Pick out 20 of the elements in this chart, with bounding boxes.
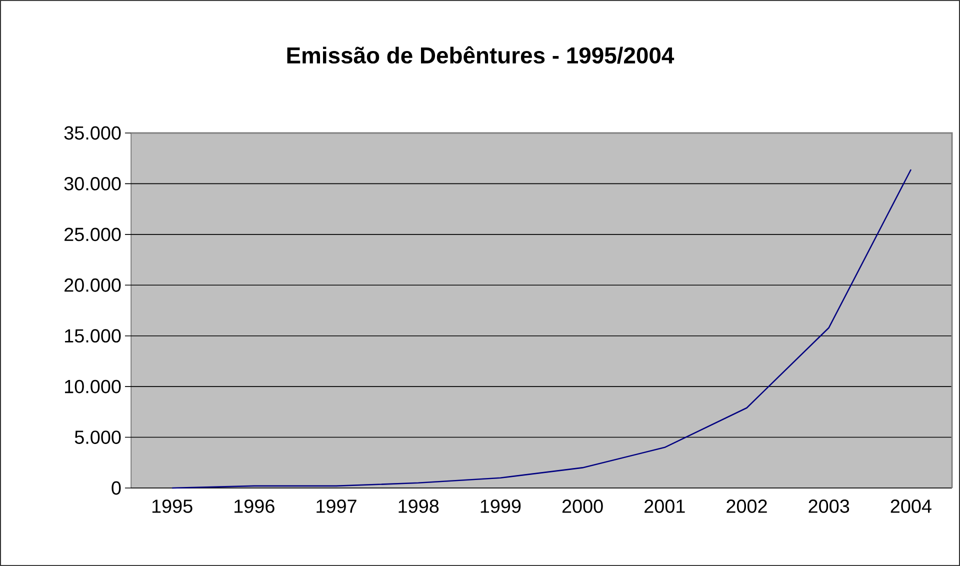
x-tick-label: 1999	[480, 500, 521, 513]
y-tick-label: 25.000	[64, 228, 121, 242]
y-tick-label: 10.000	[65, 380, 121, 394]
x-tick-label: 2002	[726, 500, 767, 513]
x-tick-label: 1995	[152, 500, 192, 513]
x-tick-label: 1997	[316, 500, 356, 513]
line-series	[171, 168, 912, 489]
y-tick-label: 20.000	[64, 278, 121, 292]
x-tick-label: 1996	[234, 500, 274, 513]
x-tick-label: 2003	[808, 500, 850, 513]
x-tick-label: 2000	[562, 500, 603, 513]
x-tick-label: 1998	[398, 500, 439, 513]
y-tick-label: 15.000	[65, 329, 121, 343]
chart-title: Emissão de Debêntures - 1995/2004	[287, 46, 674, 64]
x-tick-label: 2001	[644, 500, 685, 513]
x-tick-label: 2004	[890, 500, 932, 513]
y-tick-label: 30.000	[64, 177, 121, 190]
y-tick-label: 5.000	[74, 430, 121, 444]
y-tick-label: 35.000	[64, 126, 121, 140]
y-tick-label: 0	[112, 481, 121, 495]
